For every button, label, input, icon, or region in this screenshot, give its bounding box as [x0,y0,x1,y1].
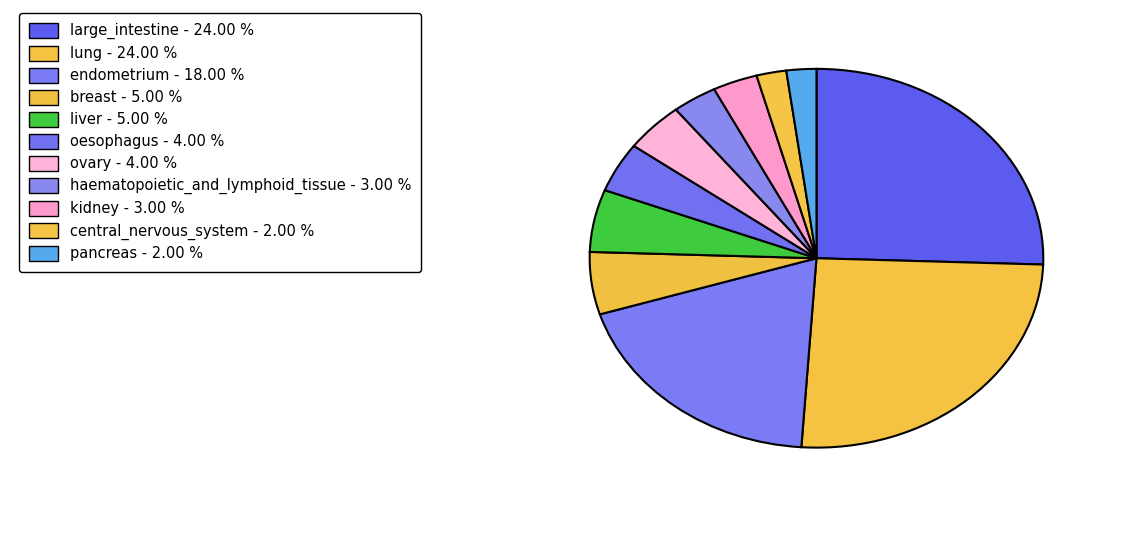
Wedge shape [676,89,816,258]
Legend: large_intestine - 24.00 %, lung - 24.00 %, endometrium - 18.00 %, breast - 5.00 : large_intestine - 24.00 %, lung - 24.00 … [18,13,421,272]
Wedge shape [786,69,816,258]
Wedge shape [590,252,816,314]
Wedge shape [714,76,816,258]
Wedge shape [756,70,816,258]
Wedge shape [802,258,1043,448]
Wedge shape [604,146,816,258]
Wedge shape [600,258,816,447]
Wedge shape [634,110,816,258]
Wedge shape [816,69,1043,265]
Wedge shape [590,190,816,258]
